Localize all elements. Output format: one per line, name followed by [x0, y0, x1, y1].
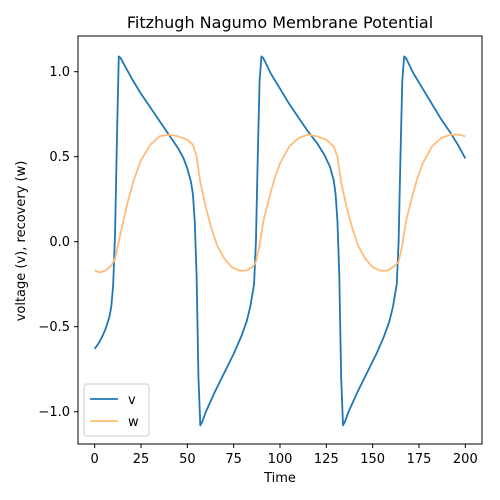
legend-label-v: v: [128, 393, 136, 408]
legend-box: [83, 383, 150, 437]
x-tick-label: 75: [225, 452, 242, 467]
series-line-w: [94, 133, 466, 274]
x-tick-label: 0: [91, 452, 99, 467]
x-tick-label: 150: [360, 452, 385, 467]
x-tick-label: 100: [268, 452, 293, 467]
y-tick-label: 0.5: [49, 150, 70, 165]
legend: v w: [83, 383, 150, 437]
legend-label-w: w: [128, 415, 139, 430]
chart-title: Fitzhugh Nagumo Membrane Potential: [127, 13, 433, 32]
x-tick-label: 175: [407, 452, 432, 467]
y-tick-label: −1.0: [38, 405, 70, 420]
x-tick-label: 50: [179, 452, 196, 467]
x-axis-ticks: 0 25 50 75 100 125 150 175 200: [91, 444, 478, 467]
y-tick-label: 0.0: [49, 235, 70, 250]
series-layer: [93, 55, 467, 427]
y-axis-title: voltage (v), recovery (w): [14, 161, 29, 322]
x-tick-label: 200: [453, 452, 478, 467]
x-axis-title: Time: [263, 471, 296, 486]
y-tick-label: −0.5: [38, 320, 70, 335]
x-tick-label: 125: [314, 452, 339, 467]
y-tick-label: 1.0: [49, 65, 70, 80]
x-tick-label: 25: [133, 452, 150, 467]
y-axis-ticks: −1.0 −0.5 0.0 0.5 1.0: [38, 65, 78, 420]
series-line-v: [93, 55, 467, 427]
plot-frame: [77, 35, 483, 445]
